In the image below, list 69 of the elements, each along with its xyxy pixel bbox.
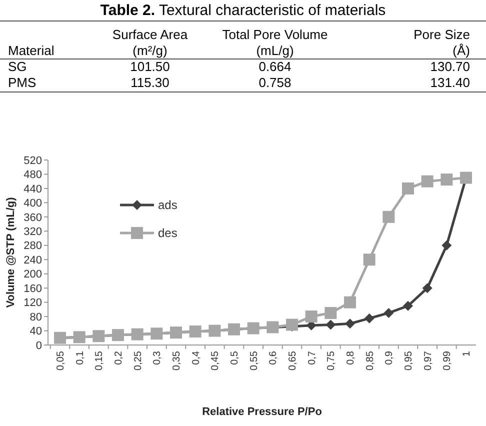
point <box>364 313 374 324</box>
x-tick-label: 0,97 <box>422 350 434 370</box>
x-tick-label: 0,99 <box>442 350 454 370</box>
point <box>286 318 298 331</box>
y-tick-label: 160 <box>24 282 42 295</box>
y-tick-label: 240 <box>24 254 42 266</box>
legend-label: ads <box>158 198 178 212</box>
text: Total Pore Volume (mL/g) <box>222 27 328 58</box>
x-tick-label: 0,25 <box>132 350 144 370</box>
text: 0.664 <box>258 59 292 74</box>
y-tick-label: 280 <box>24 240 42 252</box>
x-tick-label: 0,8 <box>346 350 356 365</box>
y-tick-label: 320 <box>24 226 42 238</box>
point <box>440 174 453 186</box>
point <box>422 283 432 294</box>
x-tick-label: 0,6 <box>268 350 280 365</box>
point <box>344 296 356 308</box>
x-tick-label: 0,7 <box>306 350 318 365</box>
point <box>382 210 395 223</box>
x-tick-label: 0,65 <box>288 350 298 370</box>
text: Material <box>8 43 54 58</box>
point <box>421 175 434 188</box>
point <box>384 308 394 318</box>
x-tick-label: 0,55 <box>248 350 260 370</box>
y-tick-label: 0 <box>36 340 42 352</box>
x-tick-label: 0,1 <box>74 350 86 365</box>
x-tick-label: 0,9 <box>384 350 396 365</box>
y-tick-label: 520 <box>24 154 42 167</box>
x-tick-label: 0,15 <box>94 350 106 370</box>
text: 115.30 <box>130 75 170 90</box>
x-tick-label: 0,75 <box>326 350 338 370</box>
x-tick-label: 0,45 <box>210 350 222 370</box>
text: 131.40 <box>430 75 470 90</box>
point <box>442 240 452 250</box>
point <box>326 320 336 330</box>
y-tick-label: 200 <box>24 268 42 281</box>
text: Surface Area (m²/g) <box>112 27 188 58</box>
y-axis-title: Volume @STP (mL/g) <box>5 196 17 308</box>
y-tick-label: 40 <box>30 326 42 338</box>
point <box>403 300 413 311</box>
x-tick-label: 0,35 <box>172 350 182 370</box>
point <box>402 182 414 194</box>
text: PMS <box>8 75 36 90</box>
point <box>345 318 355 329</box>
text: SG <box>8 59 27 74</box>
y-tick-label: 440 <box>24 183 42 196</box>
text: 0.758 <box>258 75 292 90</box>
x-tick-label: 0,5 <box>230 350 240 365</box>
legend-label: des <box>158 226 178 240</box>
x-tick-label: 0,85 <box>364 350 376 370</box>
y-tick-label: 120 <box>24 297 42 310</box>
point <box>324 306 337 319</box>
point <box>363 254 376 266</box>
y-tick-label: 480 <box>24 169 42 182</box>
text: Table 2. Textural characteristic of materials <box>100 2 386 19</box>
y-tick-label: 360 <box>24 212 42 224</box>
x-tick-label: 0,95 <box>404 350 414 370</box>
text: 101.50 <box>130 59 170 74</box>
x-tick-label: 1 <box>462 350 472 357</box>
y-tick-label: 80 <box>30 311 42 324</box>
x-tick-label: 0,3 <box>152 350 164 365</box>
y-tick-label: 400 <box>24 198 42 210</box>
text: Pore Size (Å) <box>414 27 470 58</box>
x-tick-label: 0,2 <box>114 350 124 365</box>
x-tick-label: 0,05 <box>56 350 66 370</box>
text: 130.70 <box>430 59 470 74</box>
point <box>305 310 318 323</box>
x-tick-label: 0,4 <box>190 350 202 365</box>
x-axis-title: Relative Pressure P/Po <box>202 406 322 418</box>
